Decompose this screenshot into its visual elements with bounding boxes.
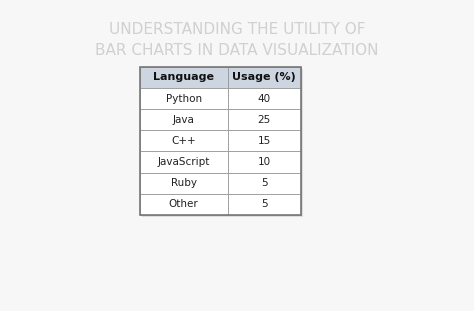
Text: Other: Other [169, 199, 199, 209]
Bar [228, 109, 301, 130]
Text: Language: Language [153, 72, 214, 82]
Bar [228, 67, 301, 88]
Bar [228, 151, 301, 173]
Bar [140, 109, 228, 130]
Bar [228, 88, 301, 109]
Bar [140, 130, 228, 151]
Text: Java: Java [173, 115, 195, 125]
Text: 40: 40 [258, 94, 271, 104]
Bar [228, 130, 301, 151]
Text: Usage (%): Usage (%) [232, 72, 296, 82]
Text: Python: Python [165, 94, 202, 104]
Text: Ruby: Ruby [171, 178, 197, 188]
Text: 5: 5 [261, 178, 267, 188]
Text: UNDERSTANDING THE UTILITY OF
BAR CHARTS IN DATA VISUALIZATION: UNDERSTANDING THE UTILITY OF BAR CHARTS … [95, 22, 379, 58]
Text: 15: 15 [258, 136, 271, 146]
Bar [228, 194, 301, 215]
Bar [140, 88, 228, 109]
Bar [140, 151, 228, 173]
Text: 25: 25 [258, 115, 271, 125]
Bar [140, 194, 228, 215]
Text: 5: 5 [261, 199, 267, 209]
Text: 10: 10 [258, 157, 271, 167]
Text: JavaScript: JavaScript [157, 157, 210, 167]
Text: C++: C++ [172, 136, 196, 146]
Bar [142, 69, 303, 217]
Bar [140, 67, 228, 88]
Bar [140, 173, 228, 194]
Bar [140, 67, 301, 215]
Bar [228, 173, 301, 194]
